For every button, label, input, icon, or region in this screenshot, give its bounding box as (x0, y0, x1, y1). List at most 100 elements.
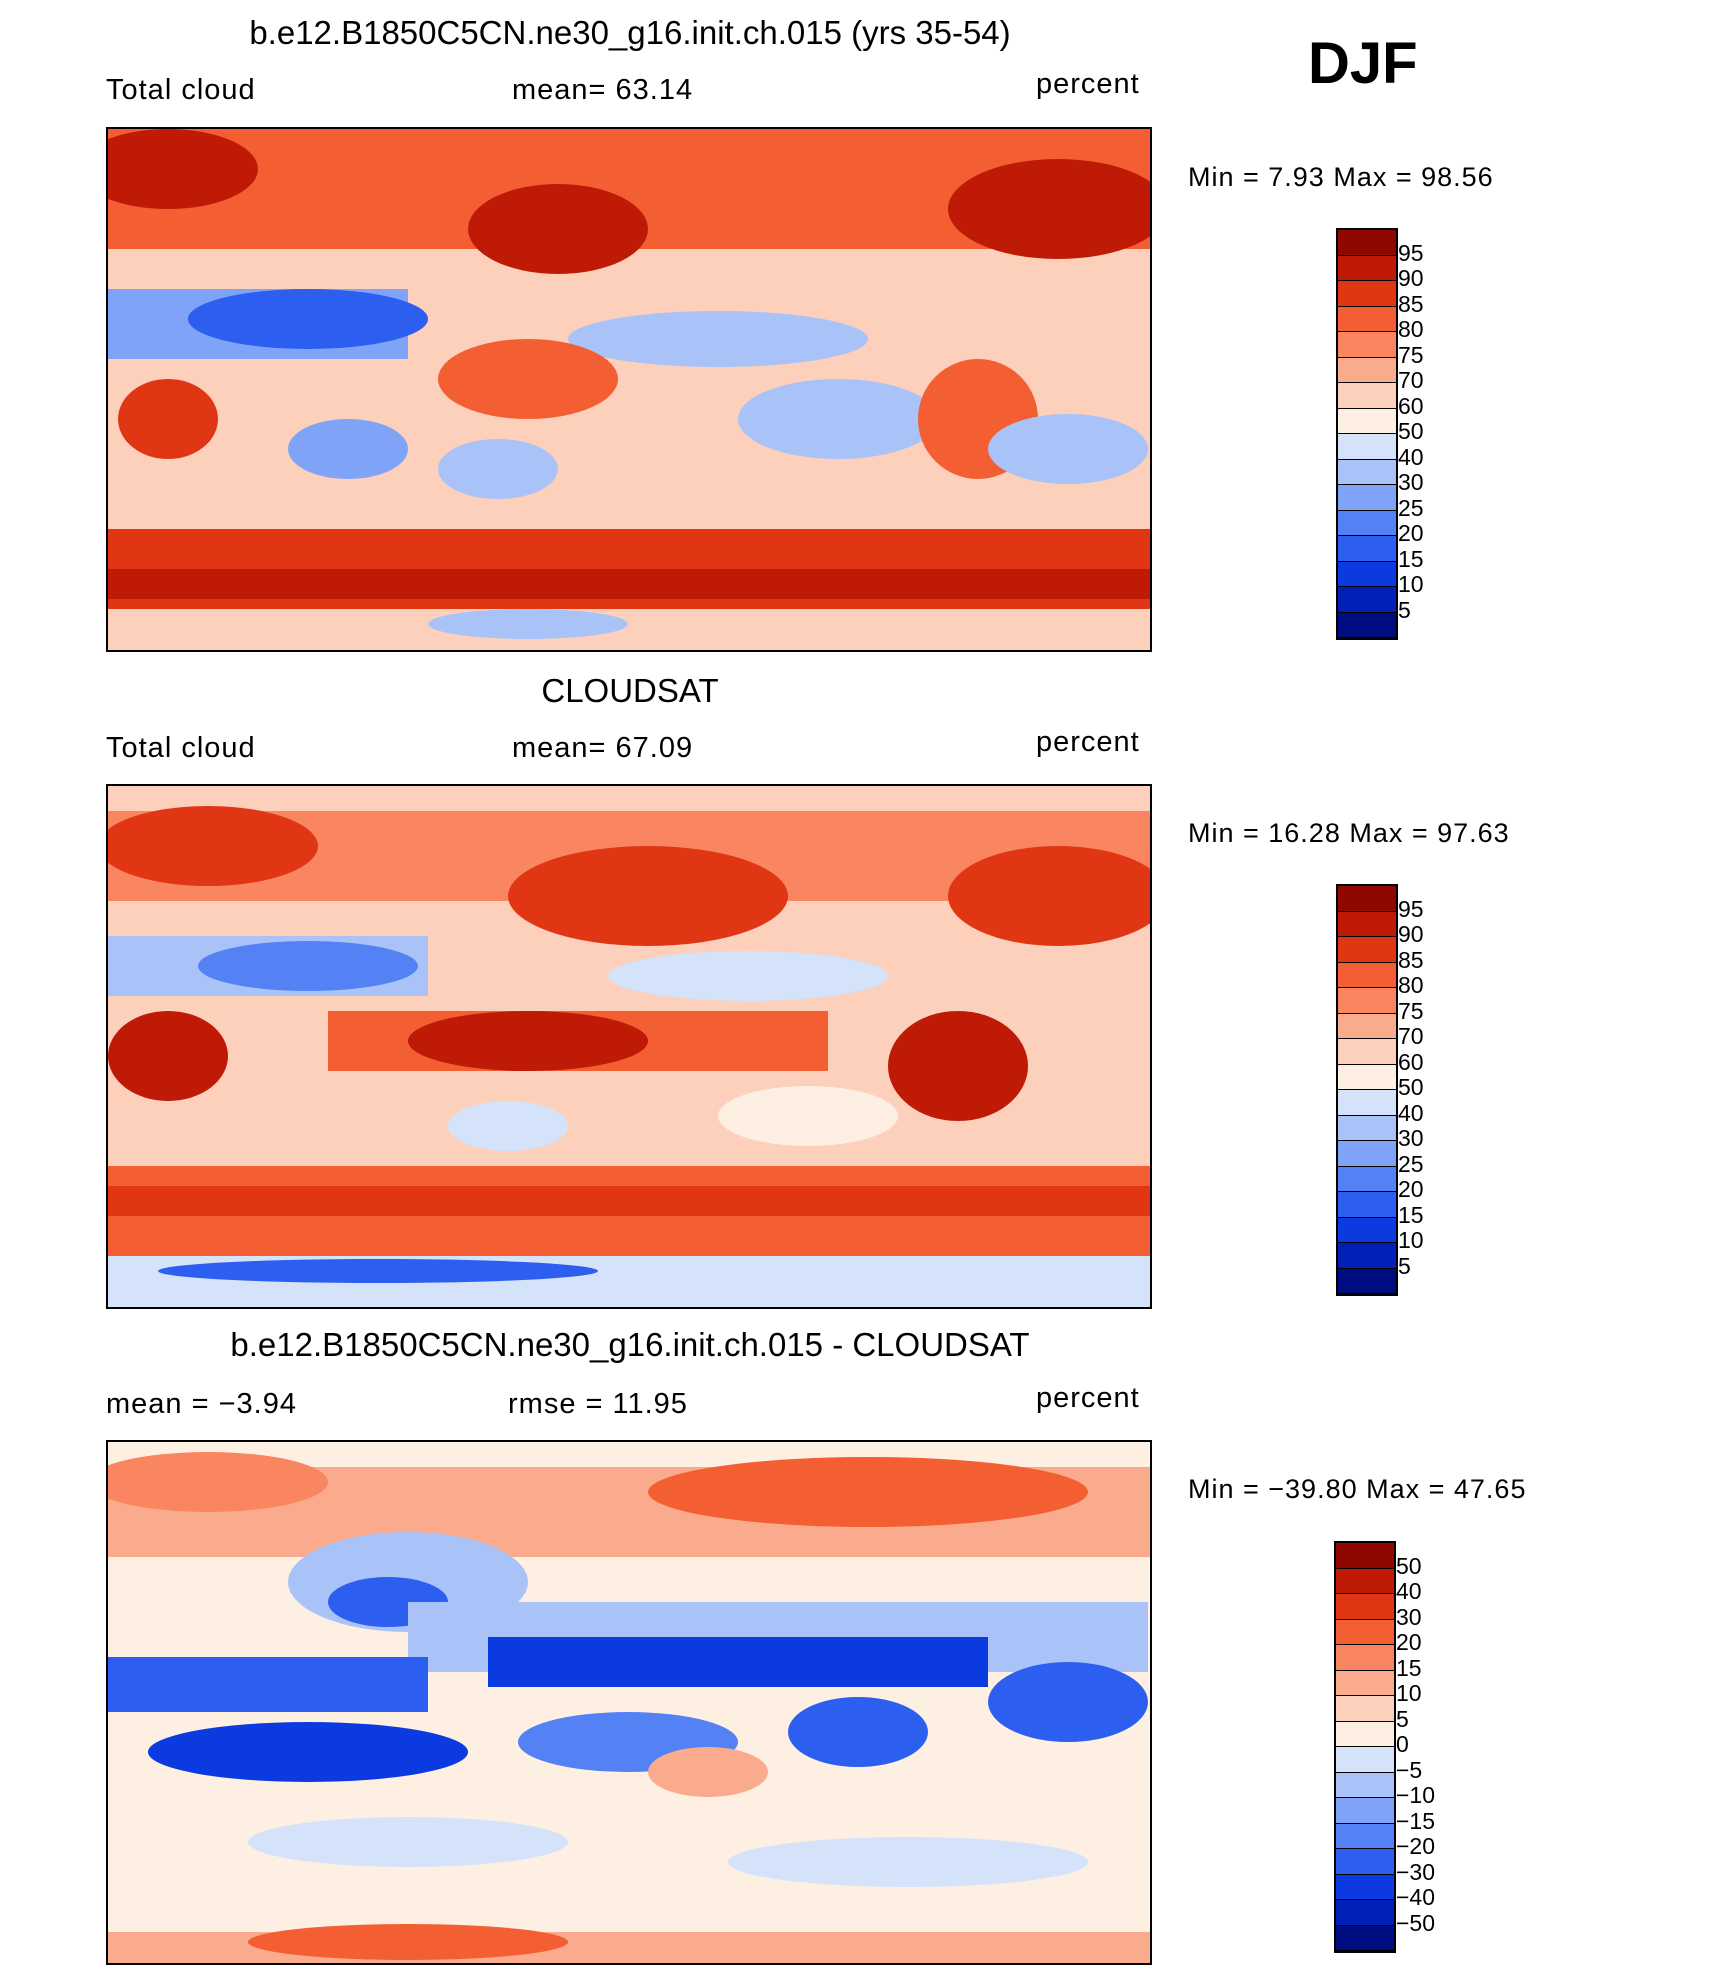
colorbar-segment (1338, 937, 1396, 963)
panel1-min-max: Min = 7.93 Max = 98.56 (1188, 162, 1494, 192)
colorbar-segment (1338, 1217, 1396, 1243)
colorbar-segment (1336, 1747, 1394, 1773)
colorbar-segment (1336, 1696, 1394, 1722)
colorbar-tick-label: 10 (1396, 1680, 1422, 1706)
colorbar-tick-label: 50 (1398, 1074, 1424, 1100)
colorbar-segment (1336, 1849, 1394, 1875)
colorbar-segment (1338, 886, 1396, 912)
colorbar-tick-label: −50 (1396, 1909, 1436, 1936)
colorbar-tick-label: 70 (1398, 1023, 1424, 1049)
colorbar-tick-label: 80 (1398, 316, 1424, 342)
colorbar-tick-label: 60 (1398, 1048, 1424, 1075)
colorbar-segment (1338, 1039, 1396, 1065)
panel1-units-label: percent (1036, 68, 1140, 100)
colorbar-tick-label: 80 (1398, 972, 1424, 998)
colorbar-tick-label: −10 (1396, 1782, 1436, 1808)
panel2-units-label: percent (1036, 726, 1140, 758)
colorbar-tick-label: 40 (1398, 443, 1424, 470)
colorbar-tick-label: 50 (1396, 1552, 1422, 1579)
panel3-difference-field (108, 1442, 1150, 1963)
panel1-map (106, 127, 1152, 652)
panel3-colorbar (1334, 1541, 1396, 1953)
colorbar-tick-label: 90 (1398, 921, 1424, 947)
colorbar-tick-label: 50 (1398, 418, 1424, 444)
panel3-map (106, 1440, 1152, 1965)
panel1-variable-label: Total cloud (106, 74, 256, 106)
colorbar-segment (1338, 1141, 1396, 1167)
colorbar-segment (1338, 408, 1396, 434)
panel2-title: CLOUDSAT (541, 672, 719, 709)
colorbar-tick-label: 75 (1398, 341, 1424, 368)
colorbar-tick-label: 5 (1398, 1252, 1411, 1279)
colorbar-segment (1338, 612, 1396, 638)
colorbar-tick-label: 20 (1398, 1176, 1424, 1202)
panel3-title: b.e12.B1850C5CN.ne30_g16.init.ch.015 - C… (230, 1326, 1030, 1363)
colorbar-segment (1336, 1925, 1394, 1951)
panel1-cloud-field (108, 129, 1150, 650)
colorbar-tick-label: 15 (1398, 545, 1424, 572)
colorbar-segment (1338, 383, 1396, 409)
panel1-colorbar (1336, 228, 1398, 640)
colorbar-tick-label: 30 (1398, 1125, 1424, 1151)
colorbar-segment (1338, 1166, 1396, 1192)
colorbar-segment (1338, 434, 1396, 460)
colorbar-segment (1338, 281, 1396, 307)
colorbar-segment (1338, 230, 1396, 256)
colorbar-segment (1338, 255, 1396, 281)
colorbar-segment (1338, 536, 1396, 562)
colorbar-tick-label: 15 (1398, 1201, 1424, 1228)
colorbar-tick-label: 0 (1396, 1731, 1409, 1757)
colorbar-tick-label: 5 (1398, 596, 1411, 623)
season-label: DJF (1308, 31, 1418, 96)
panel2-colorbar (1336, 884, 1398, 1296)
colorbar-tick-label: 5 (1396, 1705, 1409, 1732)
colorbar-tick-label: 25 (1398, 1150, 1424, 1177)
colorbar-segment (1336, 1874, 1394, 1900)
colorbar-segment (1338, 1115, 1396, 1141)
colorbar-segment (1336, 1900, 1394, 1926)
panel2-variable-label: Total cloud (106, 732, 256, 764)
colorbar-tick-label: 85 (1398, 290, 1424, 317)
colorbar-tick-label: 30 (1398, 469, 1424, 495)
panel1-title: b.e12.B1850C5CN.ne30_g16.init.ch.015 (yr… (249, 14, 1011, 51)
colorbar-tick-label: 10 (1398, 571, 1424, 597)
panel2-mean-label: mean= 67.09 (512, 732, 694, 764)
colorbar-tick-label: 95 (1398, 239, 1424, 266)
colorbar-segment (1338, 1192, 1396, 1218)
colorbar-tick-label: 85 (1398, 946, 1424, 973)
panel2-cloud-field (108, 786, 1150, 1307)
colorbar-tick-label: 20 (1396, 1629, 1422, 1655)
colorbar-segment (1338, 1064, 1396, 1090)
colorbar-segment (1336, 1594, 1394, 1620)
colorbar-segment (1338, 561, 1396, 587)
colorbar-segment (1338, 587, 1396, 613)
colorbar-tick-label: −30 (1396, 1858, 1436, 1885)
colorbar-segment (1336, 1568, 1394, 1594)
colorbar-tick-label: 95 (1398, 895, 1424, 922)
colorbar-segment (1338, 306, 1396, 332)
colorbar-tick-label: −5 (1396, 1756, 1423, 1783)
colorbar-segment (1336, 1645, 1394, 1671)
colorbar-segment (1338, 1243, 1396, 1269)
colorbar-segment (1336, 1543, 1394, 1569)
colorbar-segment (1338, 485, 1396, 511)
colorbar-segment (1338, 911, 1396, 937)
panel3-mean-label: mean = −3.94 (106, 1388, 297, 1420)
colorbar-segment (1338, 459, 1396, 485)
colorbar-segment (1336, 1619, 1394, 1645)
panel3-min-max: Min = −39.80 Max = 47.65 (1188, 1474, 1527, 1504)
colorbar-segment (1338, 332, 1396, 358)
colorbar-segment (1338, 1013, 1396, 1039)
colorbar-tick-label: −15 (1396, 1807, 1436, 1834)
panel3-units-label: percent (1036, 1382, 1140, 1414)
colorbar-tick-label: 75 (1398, 997, 1424, 1024)
colorbar-tick-label: 20 (1398, 520, 1424, 546)
colorbar-tick-label: 30 (1396, 1603, 1422, 1630)
colorbar-tick-label: −20 (1396, 1833, 1436, 1859)
panel1-mean-label: mean= 63.14 (512, 74, 694, 106)
colorbar-segment (1336, 1823, 1394, 1849)
colorbar-tick-label: 40 (1396, 1578, 1422, 1604)
colorbar-segment (1336, 1670, 1394, 1696)
colorbar-tick-label: 15 (1396, 1654, 1422, 1681)
colorbar-tick-label: 10 (1398, 1227, 1424, 1253)
